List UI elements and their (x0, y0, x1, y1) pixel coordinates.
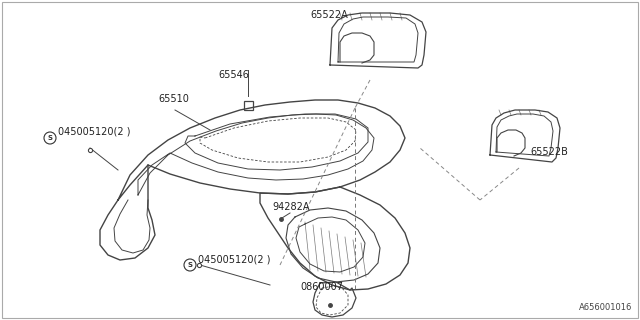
Text: 0860007: 0860007 (300, 282, 343, 292)
Text: 65522A: 65522A (310, 10, 348, 20)
Text: 65510: 65510 (158, 94, 189, 104)
Text: 65546: 65546 (218, 70, 249, 80)
Text: 045005120(2 ): 045005120(2 ) (58, 127, 131, 137)
Text: S: S (47, 135, 52, 141)
Text: A656001016: A656001016 (579, 303, 632, 312)
Text: S: S (188, 262, 193, 268)
Text: 94282A: 94282A (272, 202, 310, 212)
Bar (244, 101, 253, 110)
Text: 045005120(2 ): 045005120(2 ) (198, 254, 271, 264)
Text: 65522B: 65522B (530, 147, 568, 157)
